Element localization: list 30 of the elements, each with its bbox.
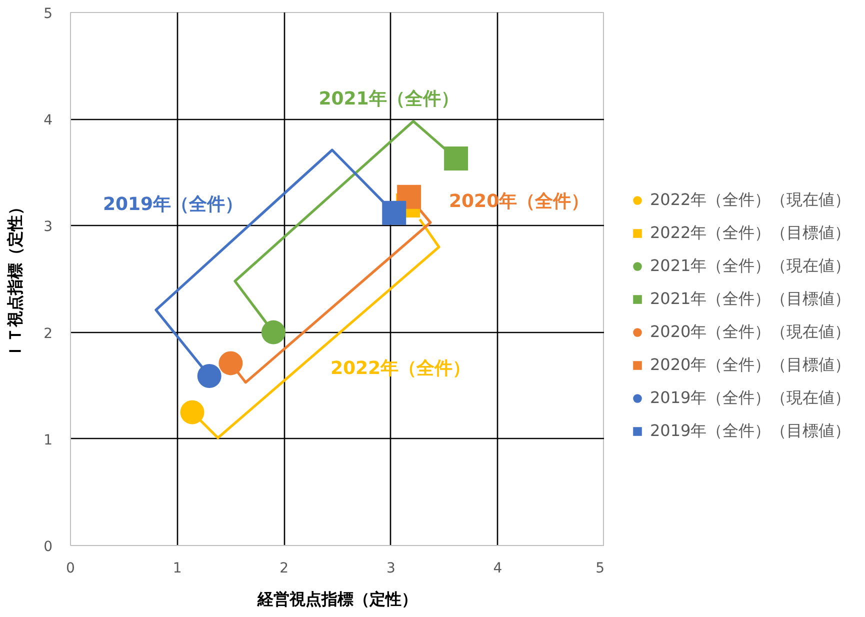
point [261, 320, 286, 344]
y-tick-label: 5 [44, 6, 53, 22]
legend-label: 2019年（全件）（現在値） [650, 388, 851, 408]
point [444, 146, 468, 171]
y-tick-label: 2 [44, 326, 53, 342]
legend-label: 2020年（全件）（現在値） [650, 322, 851, 342]
annotation: 2019年（全件） [102, 194, 244, 215]
legend-label: 2021年（全件）（現在値） [650, 256, 851, 276]
x-tick-label: 3 [386, 560, 396, 576]
x-tick-label: 4 [493, 560, 502, 576]
y-tick-label: 1 [44, 432, 53, 448]
x-tick-label: 0 [66, 560, 75, 576]
point [218, 351, 243, 376]
legend-label: 2022年（全件）（現在値） [650, 190, 851, 210]
point [197, 364, 222, 388]
legend-label: 2019年（全件）（目標値） [650, 420, 851, 442]
y-tick-label: 0 [44, 539, 53, 555]
y-tick-label: 3 [44, 219, 53, 236]
legend-label: 2020年（全件）（目標値） [650, 354, 851, 376]
y-axis-title: ＩＴ視点指標（定性） [6, 199, 25, 359]
x-tick-label: 2 [280, 560, 289, 576]
legend-label: 2022年（全件）（目標値） [650, 222, 851, 244]
y-tick-label: 4 [44, 112, 53, 129]
x-tick-label: 1 [172, 560, 182, 576]
annotation: 2021年（全件） [318, 88, 459, 110]
legend-label: 2021年（全件）（目標値） [650, 288, 851, 310]
x-tick-label: 5 [596, 560, 605, 576]
point [382, 200, 406, 225]
x-axis-title: 経営視点指標（定性） [256, 590, 418, 608]
point [180, 400, 204, 424]
